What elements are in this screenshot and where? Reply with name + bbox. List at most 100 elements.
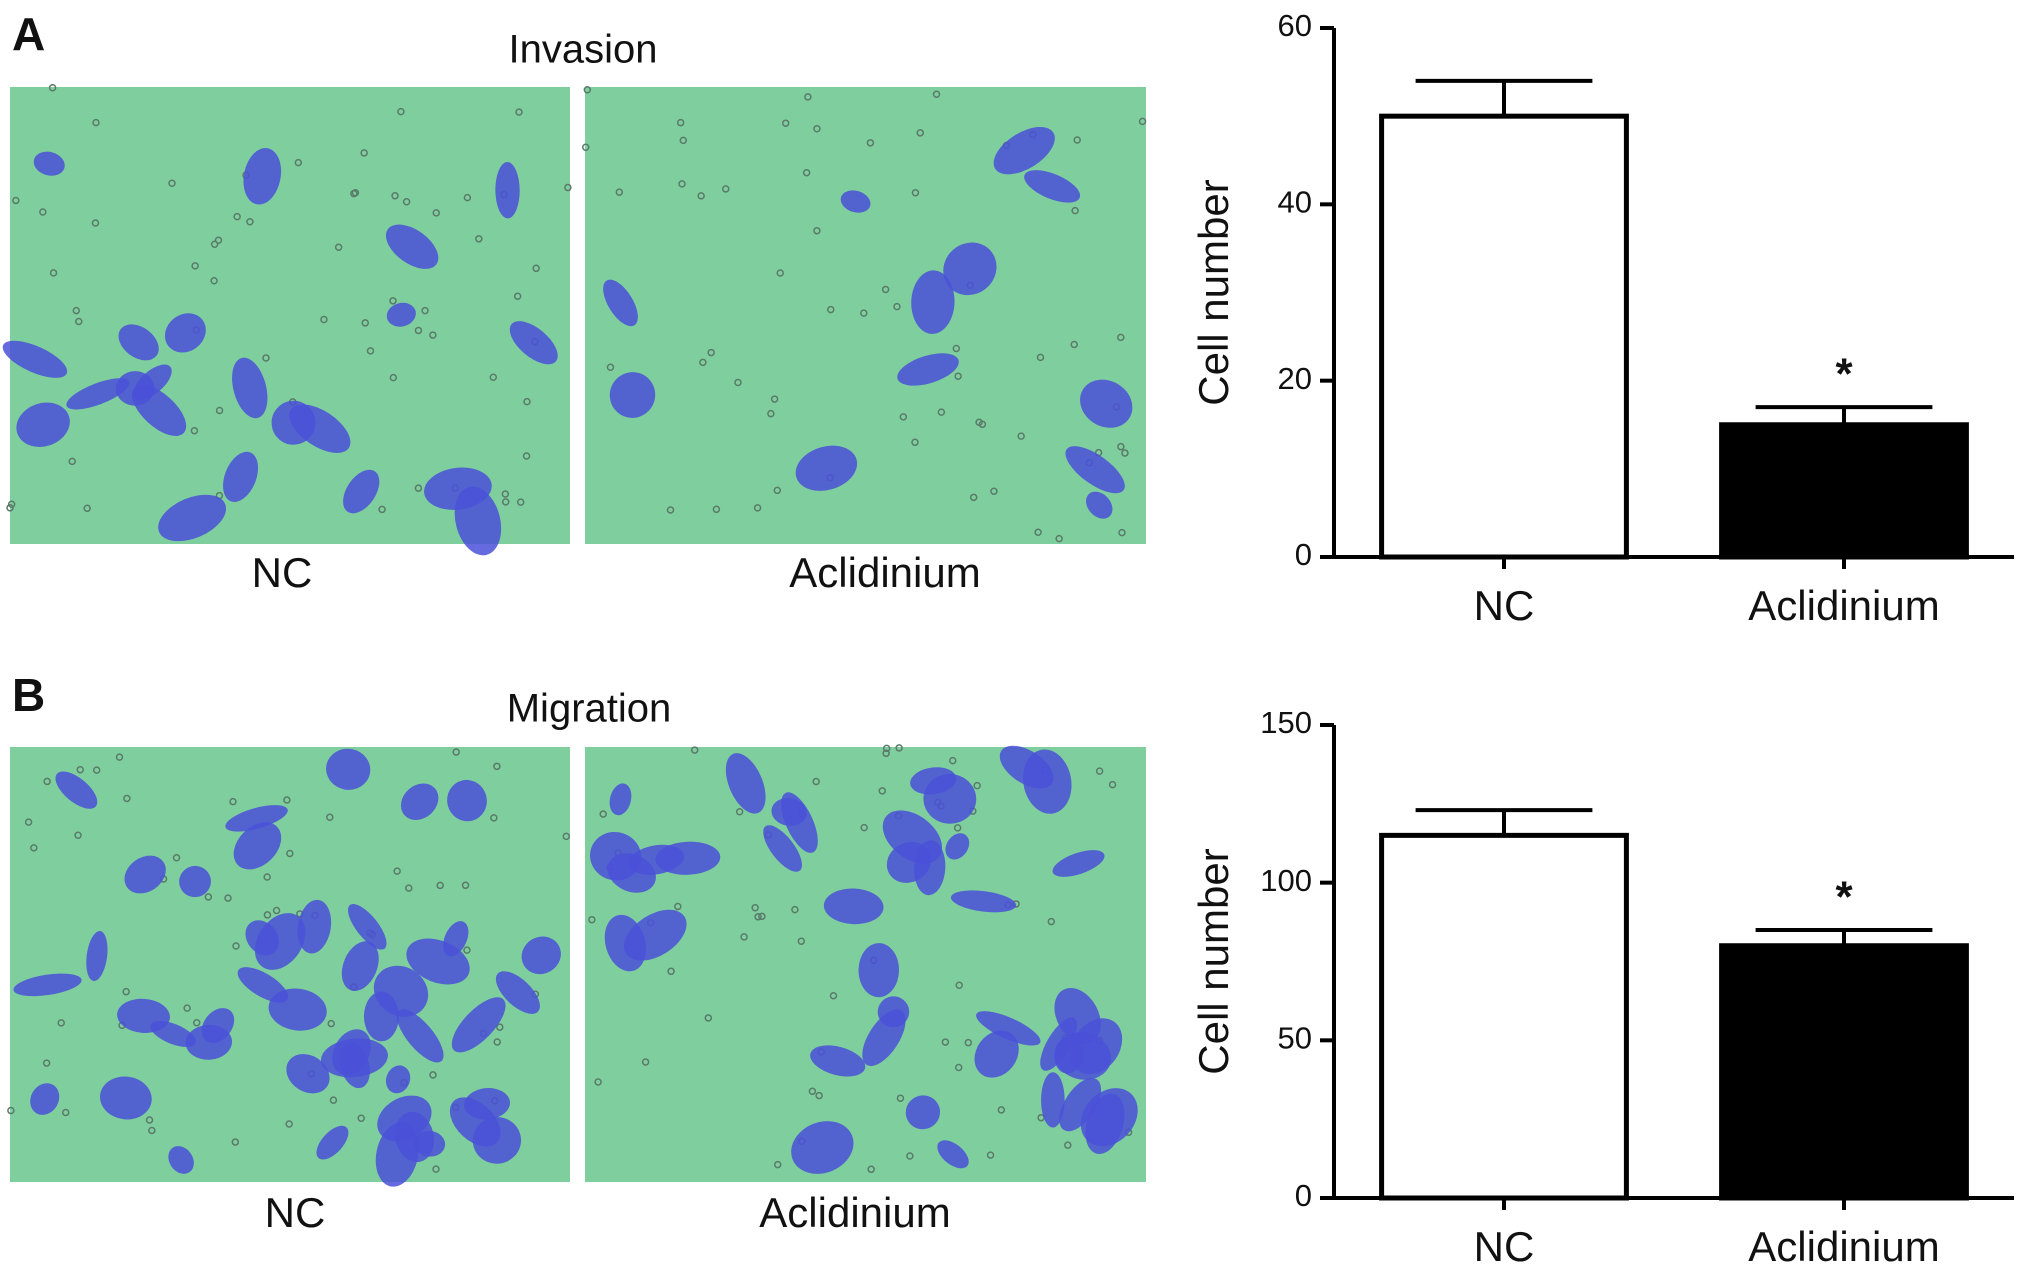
pore: [61, 1108, 70, 1117]
pore: [389, 297, 397, 305]
pore: [57, 1019, 65, 1027]
pore: [191, 262, 199, 270]
image-label: Aclidinium: [789, 549, 980, 596]
stained-cell: [609, 783, 632, 816]
pore: [429, 331, 437, 339]
pore: [911, 189, 920, 197]
image-label: Aclidinium: [759, 1189, 950, 1236]
pore: [1017, 432, 1025, 440]
stained-cell: [297, 899, 332, 954]
pore: [39, 208, 47, 216]
pore: [791, 905, 799, 914]
pore: [754, 913, 762, 921]
pore: [123, 794, 131, 803]
pore: [523, 397, 531, 406]
pore: [866, 139, 875, 147]
stained-cell: [1059, 1077, 1102, 1132]
pore: [712, 505, 721, 514]
pore: [168, 179, 176, 187]
pore: [12, 196, 20, 205]
pore: [770, 395, 779, 403]
pore: [1047, 917, 1056, 926]
pore: [867, 1165, 875, 1174]
pore: [896, 1094, 905, 1102]
pore: [697, 192, 705, 200]
pore: [6, 504, 14, 512]
pore: [7, 500, 16, 508]
stained-cell: [385, 1065, 411, 1094]
y-tick-label: 60: [1278, 8, 1312, 43]
stained-cell: [590, 831, 642, 881]
micrograph: [10, 87, 570, 544]
stained-cell: [447, 779, 487, 822]
pore: [751, 904, 759, 912]
pore: [707, 348, 715, 357]
pore: [246, 218, 254, 226]
stained-cell: [118, 324, 159, 361]
pore: [827, 305, 835, 314]
stained-cell: [2, 340, 68, 378]
pore: [1121, 449, 1129, 457]
stained-cell: [495, 971, 540, 1014]
pore: [210, 276, 218, 285]
pore: [953, 824, 962, 832]
pore: [615, 188, 624, 196]
stained-cell: [55, 771, 98, 809]
pore: [829, 991, 838, 1000]
stained-cell: [341, 941, 379, 991]
stained-cell: [168, 1146, 194, 1174]
pore: [68, 457, 76, 466]
pore: [493, 1038, 501, 1046]
pore: [937, 408, 946, 416]
pore: [24, 818, 33, 826]
pore: [1055, 534, 1063, 543]
pore: [776, 269, 784, 277]
pore: [583, 86, 592, 94]
pore: [522, 452, 531, 460]
pore: [734, 378, 742, 387]
pore: [49, 269, 58, 277]
pore: [122, 987, 130, 996]
stained-cell: [472, 1117, 522, 1164]
image-label: NC: [265, 1189, 326, 1236]
stained-cell: [386, 302, 416, 327]
pore: [429, 1071, 437, 1079]
panel-letter: B: [12, 669, 45, 721]
bar: [1719, 943, 1969, 1201]
pore: [389, 373, 398, 382]
stained-cell: [394, 1111, 435, 1162]
significance-mark: *: [1835, 873, 1853, 922]
pore: [489, 373, 498, 382]
stained-cell: [396, 1009, 444, 1063]
y-axis-label: Cell number: [1190, 848, 1237, 1074]
stained-cell: [332, 1029, 371, 1075]
stained-cell: [781, 792, 818, 853]
pore: [42, 1059, 51, 1067]
pore: [532, 264, 540, 273]
pore: [674, 902, 682, 911]
stained-cell: [254, 913, 306, 970]
pore: [515, 108, 523, 116]
stained-cell: [150, 1020, 196, 1047]
stained-cell: [347, 903, 387, 950]
pore: [1117, 442, 1125, 451]
panel-title: Invasion: [509, 28, 658, 72]
stained-cell: [521, 936, 561, 975]
pore: [955, 981, 963, 990]
pore: [496, 1023, 504, 1031]
pore: [190, 426, 199, 435]
pore: [91, 219, 100, 227]
pore: [735, 808, 744, 816]
pore: [475, 235, 483, 243]
pore: [436, 881, 444, 890]
pore: [232, 942, 240, 950]
pore: [1070, 340, 1078, 349]
pore: [1138, 117, 1147, 126]
pore: [678, 180, 686, 188]
pore: [501, 498, 510, 506]
stained-cell: [223, 451, 259, 502]
pore: [773, 1160, 782, 1169]
stained-cell: [385, 224, 439, 269]
